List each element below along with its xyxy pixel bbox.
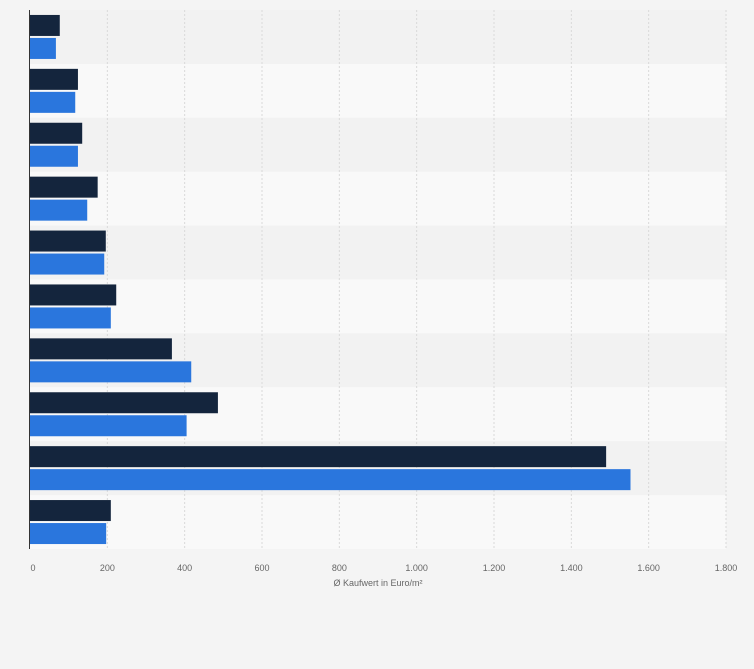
bar-series-1: [30, 446, 607, 468]
x-tick-label: 0: [30, 563, 35, 573]
row-band: [30, 117, 726, 172]
bar-series-1: [30, 392, 218, 414]
bar-series-1: [30, 338, 172, 360]
x-tick-label: 1.200: [483, 563, 506, 573]
bar-series-2: [30, 307, 111, 329]
bar-series-1: [30, 176, 98, 198]
row-band: [30, 171, 726, 226]
bar-series-2: [30, 253, 105, 275]
bar-series-2: [30, 469, 631, 491]
bar-series-1: [30, 284, 117, 306]
x-tick-label: 1.800: [715, 563, 738, 573]
row-band: [30, 63, 726, 118]
bar-series-1: [30, 14, 60, 36]
bar-series-2: [30, 199, 88, 221]
row-band: [30, 225, 726, 280]
bar-series-2: [30, 145, 78, 167]
x-tick-label: 800: [332, 563, 347, 573]
bar-series-1: [30, 68, 78, 90]
bar-series-1: [30, 122, 83, 144]
x-tick-label: 200: [100, 563, 115, 573]
x-axis-title: Ø Kaufwert in Euro/m²: [333, 578, 422, 588]
bar-series-2: [30, 523, 107, 545]
x-tick-label: 400: [177, 563, 192, 573]
row-bands: [30, 10, 726, 549]
bar-series-2: [30, 415, 187, 437]
row-band: [30, 279, 726, 334]
x-tick-label: 600: [254, 563, 269, 573]
row-band: [30, 10, 726, 64]
row-band: [30, 495, 726, 549]
bar-series-2: [30, 37, 56, 59]
bar-series-1: [30, 500, 111, 522]
x-tick-label: 1.400: [560, 563, 583, 573]
x-tick-label: 1.600: [637, 563, 660, 573]
x-tick-label: 1.000: [405, 563, 428, 573]
bar-series-2: [30, 91, 76, 113]
bar-series-1: [30, 230, 106, 252]
bar-series-2: [30, 361, 192, 383]
bars: [30, 14, 631, 545]
x-tick-labels: 0 200 400 600 800 1.000 1.200 1.400 1.600 1.800: [30, 563, 737, 573]
